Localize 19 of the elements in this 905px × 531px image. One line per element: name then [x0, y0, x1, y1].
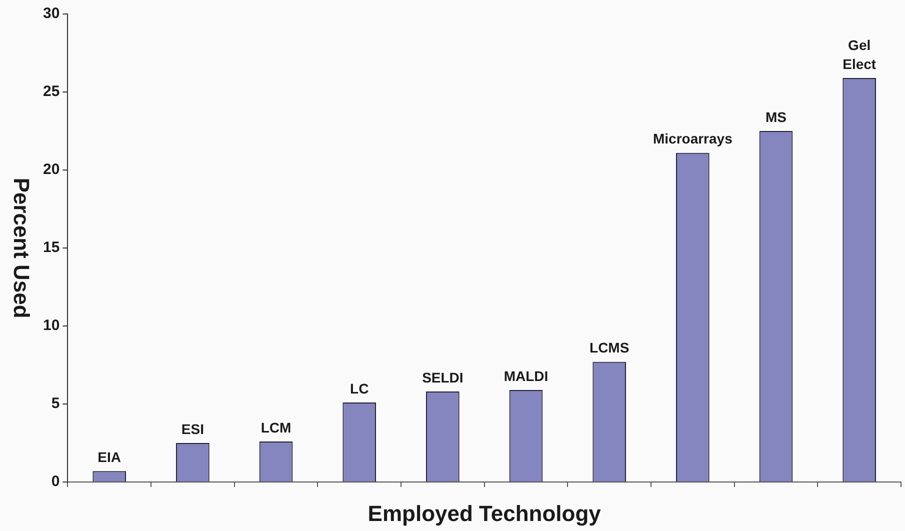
x-tick-label: Gel Elect [842, 36, 876, 72]
x-tick-label: LCMS [590, 340, 630, 356]
y-tick-label: 25 [42, 83, 60, 100]
x-tick-label: MS [766, 108, 787, 125]
y-tick-label: 20 [42, 161, 60, 178]
y-axis-title: Percent Used [8, 178, 34, 318]
x-tick-label: LC [350, 380, 369, 396]
x-tick-label: LCM [260, 419, 292, 436]
y-tick-label: 5 [51, 395, 60, 412]
x-axis-title: Employed Technology [368, 501, 602, 526]
y-tick-label: 15 [42, 239, 60, 256]
y-tick-label: 10 [42, 317, 60, 334]
x-tick-label: Microarrays [652, 130, 733, 147]
x-tick-label: ESI [181, 420, 204, 437]
x-tick-label: SELDI [422, 369, 464, 386]
y-tick-label: 0 [51, 473, 60, 490]
y-tick-label: 30 [42, 5, 60, 22]
x-tick-label: EIA [98, 448, 122, 465]
x-tick-label: MALDI [504, 368, 548, 384]
